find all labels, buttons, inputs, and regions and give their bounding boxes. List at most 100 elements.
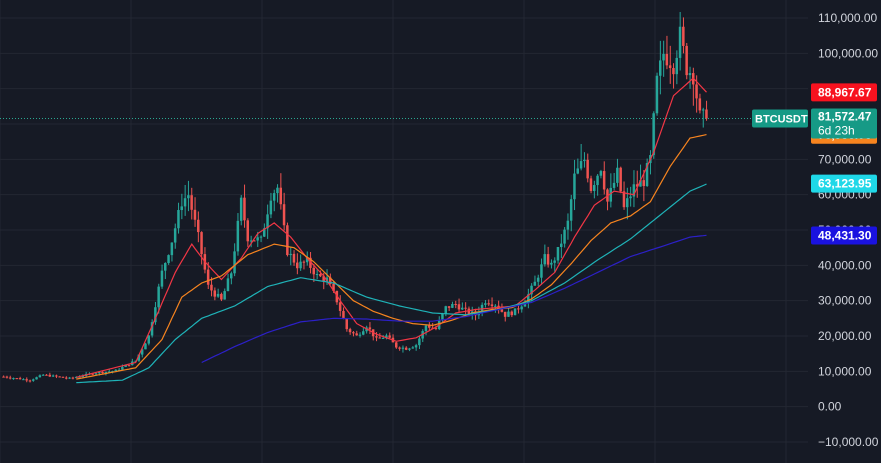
candle-body xyxy=(378,337,381,339)
candle-body xyxy=(599,171,603,176)
candle-body xyxy=(197,219,200,233)
candle-body xyxy=(586,159,589,179)
candle-body xyxy=(117,369,121,371)
candle-body xyxy=(507,311,510,317)
candle-body xyxy=(266,214,269,229)
candle-body xyxy=(444,306,447,314)
candle-body xyxy=(626,198,629,208)
candle-body xyxy=(94,373,98,375)
candle-body xyxy=(28,380,32,382)
countdown-label: 6d 23h xyxy=(818,123,855,137)
symbol-label: BTCUSDT xyxy=(755,113,808,125)
candle-body xyxy=(134,360,137,362)
y-tick-label: −10,000.00 xyxy=(818,435,879,449)
candle-body xyxy=(272,193,276,201)
candle-body xyxy=(682,26,685,46)
y-axis[interactable]: 110,000.00100,000.0090,000.0080,000.0070… xyxy=(818,11,879,449)
current-price-tag: 81,572.47 6d 23h xyxy=(811,108,877,139)
price-tag-label: 48,431.30 xyxy=(818,229,872,243)
candle-body xyxy=(289,253,292,256)
candle-body xyxy=(48,374,51,377)
y-tick-label: 40,000.00 xyxy=(818,258,872,272)
moving-average-line xyxy=(76,134,707,380)
candle-body xyxy=(177,210,180,229)
candle-body xyxy=(447,306,451,308)
candle-body xyxy=(45,374,48,376)
candle-body xyxy=(609,187,612,202)
candle-body xyxy=(68,377,71,379)
candle-body xyxy=(659,60,662,76)
candle-body xyxy=(213,290,216,297)
candle-body xyxy=(553,260,556,263)
candle-body xyxy=(642,180,645,187)
candle-body xyxy=(187,195,190,199)
candle-body xyxy=(223,291,226,300)
candle-body xyxy=(98,371,101,374)
candle-body xyxy=(312,267,315,275)
candle-body xyxy=(256,237,259,241)
candle-body xyxy=(533,281,537,286)
candle-body xyxy=(569,199,573,221)
candle-body xyxy=(414,345,418,348)
candle-body xyxy=(424,325,428,332)
candle-body xyxy=(51,375,55,377)
y-tick-label: 30,000.00 xyxy=(818,294,872,308)
candle-body xyxy=(616,167,619,183)
candle-body xyxy=(655,75,659,114)
candle-body xyxy=(32,379,35,381)
candle-body xyxy=(484,303,487,305)
candle-body xyxy=(520,306,523,310)
candle-body xyxy=(639,180,642,187)
candle-body xyxy=(338,302,342,311)
candle-body xyxy=(678,26,682,58)
candle-body xyxy=(530,285,533,295)
candle-body xyxy=(200,232,203,255)
candle-body xyxy=(299,261,302,269)
price-tag-box xyxy=(811,226,877,245)
candle-body xyxy=(210,284,213,291)
price-tag-label: 63,123.95 xyxy=(818,177,872,191)
price-tag-label: 88,967.67 xyxy=(818,85,872,99)
candle-body xyxy=(325,277,329,282)
candle-body xyxy=(121,366,124,370)
candle-body xyxy=(345,318,348,330)
candle-body xyxy=(662,53,665,61)
candle-body xyxy=(230,273,233,279)
candle-body xyxy=(183,198,187,207)
candle-body xyxy=(645,163,649,187)
candle-body xyxy=(309,257,312,268)
candle-body xyxy=(35,377,38,380)
price-tag-box xyxy=(811,83,877,102)
candle-body xyxy=(55,375,58,377)
candle-body xyxy=(282,204,286,226)
candle-body xyxy=(566,220,570,230)
candle-body xyxy=(546,254,550,265)
candle-body xyxy=(490,304,494,307)
candle-body xyxy=(233,251,236,274)
candle-body xyxy=(454,304,457,306)
candle-body xyxy=(411,347,414,349)
candle-body xyxy=(593,185,596,191)
candle-body xyxy=(206,269,210,285)
candle-body xyxy=(355,333,358,336)
candle-body xyxy=(216,293,220,297)
grid-lines xyxy=(0,0,808,463)
candle-body xyxy=(18,378,22,380)
candle-body xyxy=(114,369,117,372)
candle-body xyxy=(61,376,65,378)
candle-body xyxy=(140,349,144,355)
candle-body xyxy=(111,371,114,373)
candle-body xyxy=(388,335,391,338)
current-price-label: 81,572.47 xyxy=(818,109,872,123)
symbol-tag: BTCUSDT xyxy=(752,109,808,128)
candle-body xyxy=(573,173,576,200)
y-tick-label: 100,000.00 xyxy=(818,46,878,60)
candle-body xyxy=(71,377,75,379)
candle-body xyxy=(276,187,279,194)
candle-body xyxy=(652,113,655,156)
candle-body xyxy=(127,364,131,366)
candle-body xyxy=(253,240,256,242)
candle-body xyxy=(81,376,84,378)
y-tick-label: 70,000.00 xyxy=(818,152,872,166)
